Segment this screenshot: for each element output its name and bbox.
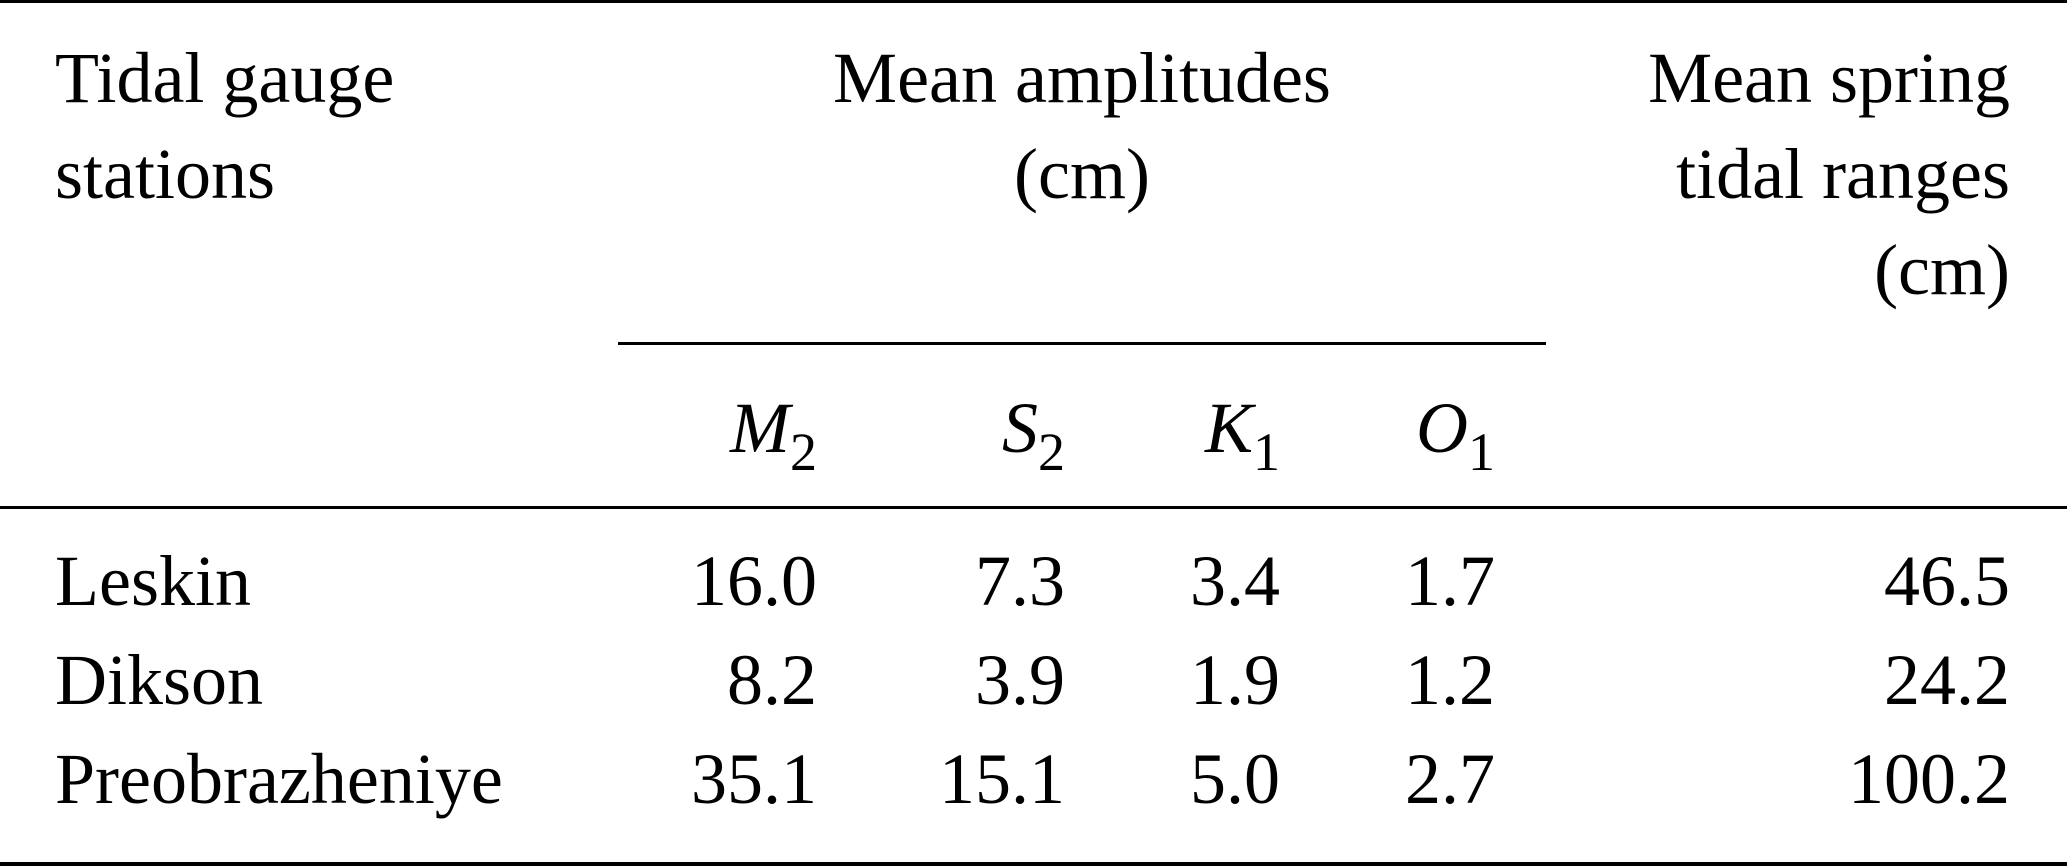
subheader-o1-base: O: [1416, 388, 1468, 468]
subheader-k1-base: K: [1204, 388, 1253, 468]
table-cell-station: Leskin: [55, 541, 251, 621]
subheader-m2-base: M: [730, 388, 790, 468]
table-cell-s2: 7.3: [975, 541, 1065, 621]
header-stations-line2: stations: [55, 134, 276, 214]
table-cell-range: 100.2: [1848, 739, 2010, 819]
subheader-s2: S2: [880, 380, 1065, 479]
top-rule: [0, 0, 2067, 3]
table-cell-k1: 1.9: [1190, 640, 1280, 720]
bottom-rule: [0, 862, 2067, 866]
table-cell-k1: 3.4: [1190, 541, 1280, 621]
header-amplitudes-line1: Mean amplitudes: [833, 38, 1331, 118]
amplitudes-group-rule: [618, 342, 1546, 345]
table-cell-s2: 15.1: [939, 739, 1065, 819]
table-cell-station: Dikson: [55, 640, 264, 720]
table-cell-range: 24.2: [1884, 640, 2010, 720]
subheader-o1-sub: 1: [1468, 422, 1495, 482]
header-range-line2: tidal ranges: [1676, 134, 2010, 214]
table-cell-m2: 8.2: [727, 640, 817, 720]
table-cell-o1: 1.7: [1405, 541, 1495, 621]
subheader-s2-base: S: [1002, 388, 1038, 468]
header-stations-line1: Tidal gauge: [55, 38, 395, 118]
header-amplitudes-line2: (cm): [1014, 134, 1150, 214]
table-cell-m2: 16.0: [691, 541, 817, 621]
header-range-line1: Mean spring: [1648, 38, 2010, 118]
header-range-line3: (cm): [1874, 230, 2010, 310]
header-stations: Tidal gauge stations: [55, 30, 655, 222]
subheader-m2-sub: 2: [790, 422, 817, 482]
table-cell-station: Preobrazheniye: [55, 739, 503, 819]
subheader-m2: M2: [600, 380, 817, 479]
subheader-o1: O1: [1330, 380, 1495, 479]
table-cell-o1: 2.7: [1405, 739, 1495, 819]
header-amplitudes: Mean amplitudes (cm): [618, 30, 1546, 222]
subheader-k1: K1: [1110, 380, 1280, 479]
table-cell-o1: 1.2: [1405, 640, 1495, 720]
header-tidal-ranges: Mean spring tidal ranges (cm): [1520, 30, 2010, 318]
table-cell-range: 46.5: [1884, 541, 2010, 621]
table-cell-k1: 5.0: [1190, 739, 1280, 819]
header-rule: [0, 506, 2067, 509]
subheader-k1-sub: 1: [1253, 422, 1280, 482]
subheader-s2-sub: 2: [1038, 422, 1065, 482]
table-cell-m2: 35.1: [691, 739, 817, 819]
table-cell-s2: 3.9: [975, 640, 1065, 720]
